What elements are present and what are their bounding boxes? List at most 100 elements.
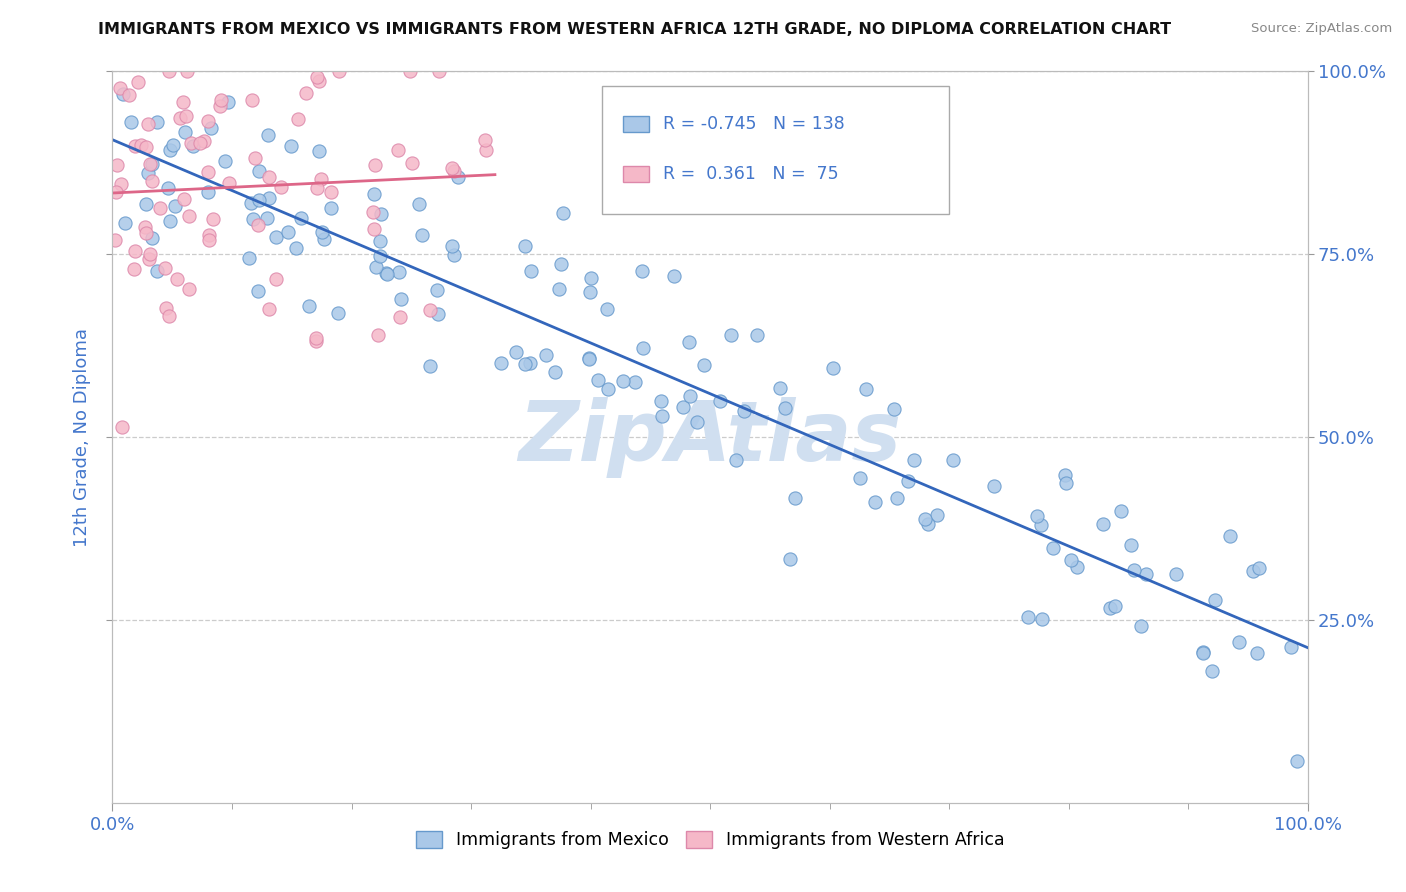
Point <box>389 292 412 306</box>
Point <box>536 348 558 362</box>
Point <box>312 232 335 246</box>
Point <box>256 211 278 225</box>
Point <box>863 495 886 509</box>
Point <box>896 474 918 488</box>
Point <box>779 552 801 566</box>
Text: IMMIGRANTS FROM MEXICO VS IMMIGRANTS FROM WESTERN AFRICA 12TH GRADE, NO DIPLOMA : IMMIGRANTS FROM MEXICO VS IMMIGRANTS FRO… <box>98 22 1171 37</box>
Point <box>157 180 180 194</box>
Point <box>886 491 908 505</box>
Point <box>686 415 709 429</box>
Point <box>367 327 389 342</box>
Point <box>388 265 411 279</box>
Point <box>823 361 845 376</box>
Point <box>198 233 221 247</box>
Point <box>745 327 768 342</box>
Point <box>214 154 236 169</box>
Point <box>135 226 157 240</box>
Point <box>141 173 163 187</box>
Point <box>515 357 537 371</box>
Point <box>1249 561 1271 575</box>
Point <box>270 180 292 194</box>
Point <box>505 345 527 359</box>
Point <box>309 172 332 186</box>
Point <box>1099 600 1122 615</box>
Point <box>321 185 343 199</box>
Point <box>124 244 146 258</box>
Point <box>773 401 796 416</box>
Point <box>443 164 465 178</box>
Point <box>1164 567 1187 582</box>
Point <box>157 309 180 323</box>
Point <box>122 261 145 276</box>
Point <box>1286 755 1309 769</box>
Point <box>363 158 385 172</box>
Point <box>138 252 160 267</box>
Point <box>177 282 200 296</box>
Point <box>159 214 181 228</box>
Point <box>110 177 132 191</box>
Point <box>883 402 905 417</box>
Point <box>598 383 620 397</box>
Point <box>783 491 806 505</box>
Point <box>247 218 270 232</box>
Point <box>733 404 755 418</box>
Point <box>855 382 877 396</box>
Point <box>903 452 925 467</box>
Point <box>135 197 157 211</box>
Point <box>942 453 965 467</box>
Point <box>408 197 430 211</box>
Point <box>266 272 288 286</box>
Point <box>242 212 264 227</box>
Point <box>176 64 198 78</box>
Point <box>596 301 619 316</box>
Point <box>136 166 159 180</box>
Point <box>1091 517 1114 532</box>
Point <box>238 251 260 265</box>
Text: R =  0.361   N =  75: R = 0.361 N = 75 <box>664 165 839 183</box>
Point <box>159 143 181 157</box>
Point <box>388 310 411 324</box>
Point <box>146 264 169 278</box>
Point <box>363 187 385 202</box>
Point <box>426 283 449 297</box>
Point <box>624 375 647 389</box>
Point <box>447 170 470 185</box>
Point <box>1060 553 1083 567</box>
Point <box>319 201 342 215</box>
Point <box>188 136 211 150</box>
Point <box>547 282 569 296</box>
Point <box>111 420 134 434</box>
Point <box>1042 541 1064 555</box>
Point <box>475 143 498 157</box>
Point <box>364 260 387 274</box>
Point <box>588 373 610 387</box>
Point <box>519 356 541 370</box>
Point <box>679 389 702 403</box>
Point <box>662 268 685 283</box>
Y-axis label: 12th Grade, No Diploma: 12th Grade, No Diploma <box>73 327 91 547</box>
Legend: Immigrants from Mexico, Immigrants from Western Africa: Immigrants from Mexico, Immigrants from … <box>409 823 1011 856</box>
Point <box>280 138 302 153</box>
Point <box>1054 476 1077 491</box>
Point <box>124 138 146 153</box>
Point <box>399 64 422 78</box>
Point <box>914 511 936 525</box>
Point <box>257 191 280 205</box>
Point <box>240 93 263 107</box>
Point <box>105 158 128 172</box>
Point <box>441 161 464 175</box>
Point <box>198 227 221 242</box>
Point <box>172 95 194 110</box>
Point <box>1227 635 1250 649</box>
Point <box>308 144 330 158</box>
Point <box>295 86 318 100</box>
Text: Source: ZipAtlas.com: Source: ZipAtlas.com <box>1251 22 1392 36</box>
Point <box>118 88 141 103</box>
Point <box>387 143 409 157</box>
Point <box>678 335 700 350</box>
Point <box>368 249 391 263</box>
Point <box>578 351 600 365</box>
Point <box>104 186 127 200</box>
Point <box>720 327 742 342</box>
Point <box>180 136 202 150</box>
